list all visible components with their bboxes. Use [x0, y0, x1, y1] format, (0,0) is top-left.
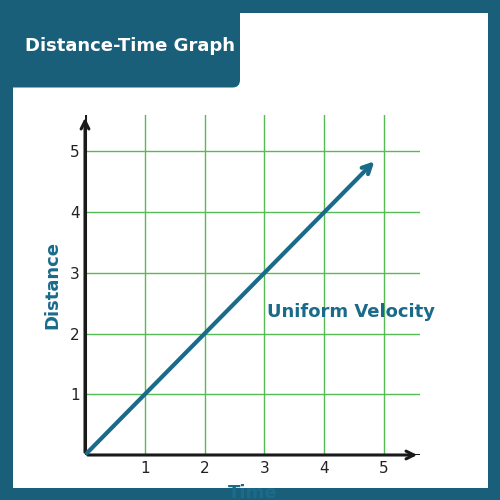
FancyBboxPatch shape — [5, 5, 240, 87]
Text: Distance-Time Graph: Distance-Time Graph — [25, 37, 235, 55]
Y-axis label: Distance: Distance — [44, 241, 62, 329]
Text: Uniform Velocity: Uniform Velocity — [268, 304, 436, 322]
X-axis label: Time: Time — [228, 484, 277, 500]
